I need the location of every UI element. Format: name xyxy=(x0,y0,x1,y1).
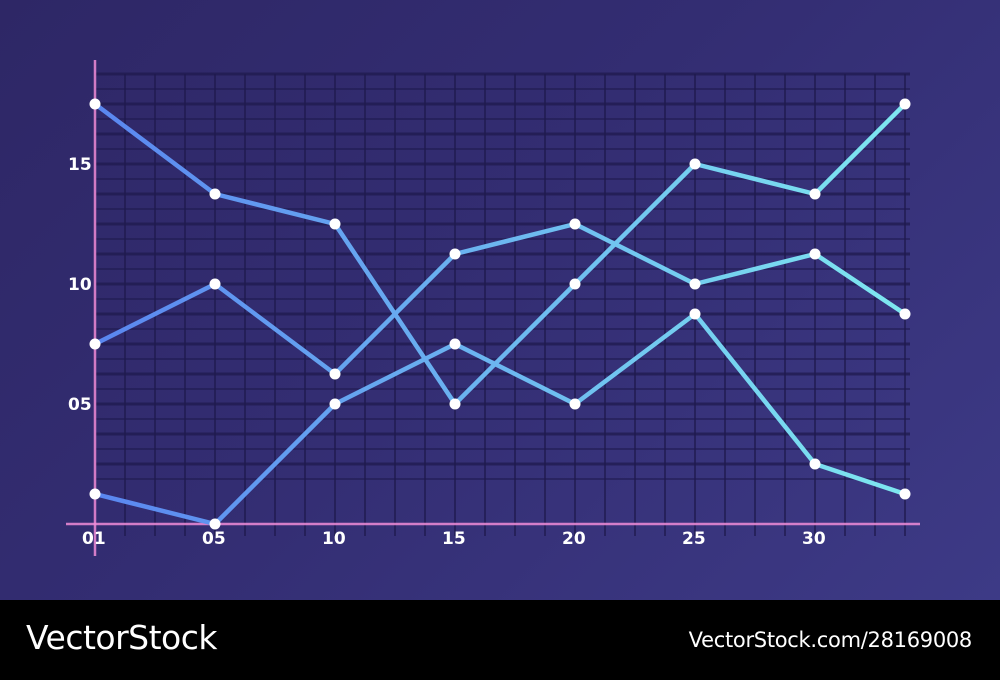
data-point-s1-1 xyxy=(89,98,101,110)
x-tick-label-05: 05 xyxy=(202,529,226,549)
data-point-s1-7 xyxy=(809,188,821,200)
data-point-s1-4 xyxy=(449,398,461,410)
series-layer xyxy=(92,101,908,527)
watermark-bar: VectorStock VectorStock.com/28169008 xyxy=(0,600,1000,680)
data-point-s3-4 xyxy=(449,338,461,350)
data-point-s2-7 xyxy=(809,248,821,260)
data-point-s3-7 xyxy=(809,458,821,470)
watermark-id: VectorStock.com/28169008 xyxy=(688,628,973,652)
data-point-s3-5 xyxy=(569,398,581,410)
data-point-s3-2 xyxy=(209,518,221,530)
y-tick-label-15: 15 xyxy=(68,155,92,175)
x-tick-label-30: 30 xyxy=(802,529,826,549)
series-line-1 xyxy=(92,101,908,407)
data-point-s1-5 xyxy=(569,278,581,290)
tick-labels: 01 05 10 15 20 25 30 05 10 15 xyxy=(68,155,826,549)
data-point-s3-6 xyxy=(689,308,701,320)
data-point-s3-8 xyxy=(899,488,911,500)
points-layer xyxy=(89,98,911,530)
grid xyxy=(94,72,910,536)
x-tick-label-20: 20 xyxy=(562,529,586,549)
data-point-s2-2 xyxy=(209,278,221,290)
watermark-logo: VectorStock xyxy=(26,618,218,657)
data-point-s2-5 xyxy=(569,218,581,230)
data-point-s2-4 xyxy=(449,248,461,260)
x-tick-label-01: 01 xyxy=(82,529,106,549)
series-line-2 xyxy=(92,221,908,377)
x-tick-label-15: 15 xyxy=(442,529,466,549)
data-point-s3-1 xyxy=(89,488,101,500)
y-tick-label-10: 10 xyxy=(68,275,92,295)
data-point-s2-1 xyxy=(89,338,101,350)
data-point-s2-8 xyxy=(899,308,911,320)
y-tick-label-05: 05 xyxy=(68,395,92,415)
x-tick-label-25: 25 xyxy=(682,529,706,549)
line-chart: 01 05 10 15 20 25 30 05 10 15 xyxy=(66,60,920,556)
data-point-s1-6 xyxy=(689,158,701,170)
x-tick-label-10: 10 xyxy=(322,529,346,549)
data-point-s1-3 xyxy=(329,218,341,230)
data-point-s1-2 xyxy=(209,188,221,200)
data-point-s3-3 xyxy=(329,398,341,410)
data-point-s2-3 xyxy=(329,368,341,380)
data-point-s2-6 xyxy=(689,278,701,290)
chart-area: 01 05 10 15 20 25 30 05 10 15 xyxy=(0,0,1000,600)
data-point-s1-8 xyxy=(899,98,911,110)
series-line-3 xyxy=(92,311,908,527)
